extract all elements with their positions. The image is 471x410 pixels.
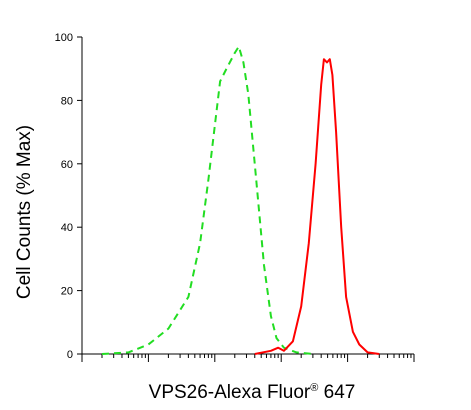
y-tick-label: 40 [61,222,73,234]
x-axis-title: VPS26-Alexa Fluor® 647 [149,382,356,403]
y-tick-label: 20 [61,286,73,298]
series-line-1 [101,45,313,355]
plot-area: 0 20 40 60 80 100 [55,32,415,362]
x-axis-title-suffix: 647 [318,382,355,403]
y-tick-label: 100 [55,32,73,44]
x-axis-ticks [81,354,415,362]
series-line-2 [254,58,380,355]
y-tick-label: 80 [61,95,73,107]
x-axis-title-superscript: ® [310,382,318,394]
y-tick-label: 0 [67,349,73,361]
y-axis-title: Cell Counts (% Max) [14,125,35,299]
x-axis-title-main: VPS26-Alexa Fluor [149,382,311,403]
y-axis-ticks: 0 20 40 60 80 100 [55,32,82,361]
series-layer [101,45,380,355]
y-tick-label: 60 [61,159,73,171]
